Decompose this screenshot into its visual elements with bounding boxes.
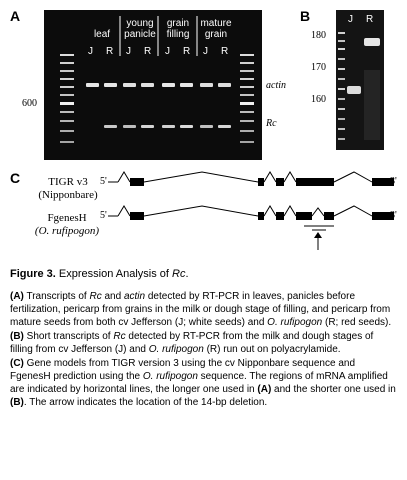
lane-letter: R [221, 46, 229, 57]
lane-letter: J [203, 46, 208, 57]
actin-bands [86, 83, 231, 87]
panel-a-letter: A [10, 8, 21, 24]
lane-letter: J [126, 46, 131, 57]
gel-lanes-a [60, 16, 254, 143]
model-label-tigr: TIGR v3 (Nipponbare) [38, 176, 98, 201]
deletion-arrow-icon [314, 232, 322, 250]
gene-models [108, 171, 394, 250]
marker-label-180: 180 [311, 30, 326, 41]
five-prime-tigr: 5' [100, 176, 107, 187]
smear-b-r [364, 70, 380, 140]
marker-label-160: 160 [311, 94, 326, 105]
lane-letter-b-j: J [348, 14, 353, 25]
band-b-r [364, 38, 380, 46]
five-prime-fgenesh: 5' [100, 210, 107, 221]
band-label-rc: Rc [266, 118, 277, 129]
gel-lanes-b [338, 32, 380, 140]
lane-letter: R [106, 46, 114, 57]
band-label-actin: actin [266, 80, 286, 91]
group-label-young-panicle: young panicle [124, 18, 156, 40]
panel-b-letter: B [300, 8, 311, 24]
lane-letter: J [165, 46, 170, 57]
caption-part-b: (B) Short transcripts of Rc detected by … [10, 331, 374, 355]
lane-letter-b-r: R [366, 14, 374, 25]
rc-bands [104, 125, 231, 128]
figure-caption-body: (A) Transcripts of Rc and actin detected… [10, 290, 398, 410]
caption-part-c: (C) Gene models from TIGR version 3 usin… [10, 358, 396, 408]
lane-letter: R [144, 46, 152, 57]
group-label-grain-filling: grain filling [166, 18, 190, 40]
marker-label-600: 600 [22, 98, 37, 109]
panel-c-letter: C [10, 170, 21, 186]
group-separators [119, 16, 198, 56]
model-label-fgenesh: FgenesH (O. rufipogon) [34, 212, 100, 237]
marker-label-170: 170 [311, 62, 326, 73]
caption-part-a: (A) Transcripts of Rc and actin detected… [10, 291, 392, 328]
lane-letter: R [183, 46, 191, 57]
figure-caption-title: Figure 3. Expression Analysis of Rc. [10, 268, 189, 280]
lane-letter: J [88, 46, 93, 57]
band-b-j [347, 86, 361, 94]
ladder-right [240, 54, 254, 143]
ladder-left [60, 54, 74, 143]
gene-model-tigr [108, 171, 394, 186]
group-label-leaf: leaf [93, 29, 111, 40]
ladder-b [338, 32, 345, 140]
group-label-mature-grain: mature grain [200, 18, 232, 40]
gene-model-fgenesh [108, 205, 394, 220]
